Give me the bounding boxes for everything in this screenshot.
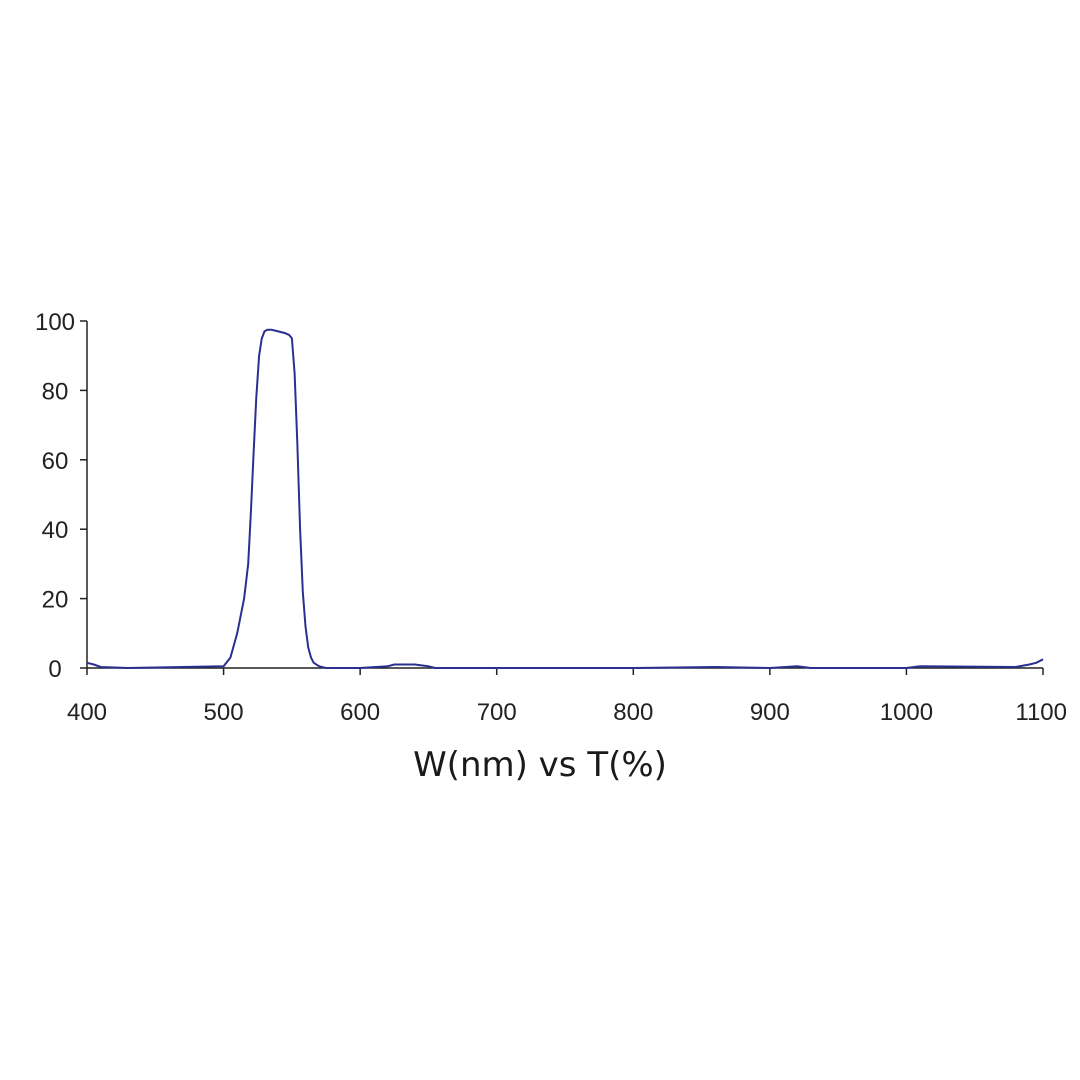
plot-area: 0 20 40 60 80 100 400 500 600 700 800 900 1000 1100: [35, 309, 1067, 726]
x-tick-label: 900: [750, 699, 790, 726]
transmission-curve: [86, 328, 1044, 669]
y-tick-label: 100: [35, 309, 75, 336]
x-tick-label: 400: [67, 699, 107, 726]
y-tick-label: 80: [42, 378, 69, 405]
x-axis-ticks: 400 500 600 700 800 900 1000 1100: [67, 668, 1067, 726]
x-tick-label: 1000: [880, 699, 933, 726]
x-tick-label: 800: [613, 699, 653, 726]
y-tick-label: 20: [42, 587, 69, 614]
y-tick-label: 0: [48, 656, 61, 683]
x-tick-label: 1100: [1015, 699, 1067, 726]
x-tick-label: 600: [340, 699, 380, 726]
x-tick-label: 500: [204, 699, 244, 726]
y-axis-ticks: 0 20 40 60 80 100: [35, 309, 87, 683]
x-axis-label: W(nm) vs T(%): [413, 745, 667, 785]
y-tick-label: 60: [42, 448, 69, 475]
x-tick-label: 700: [477, 699, 517, 726]
y-tick-label: 40: [42, 517, 69, 544]
